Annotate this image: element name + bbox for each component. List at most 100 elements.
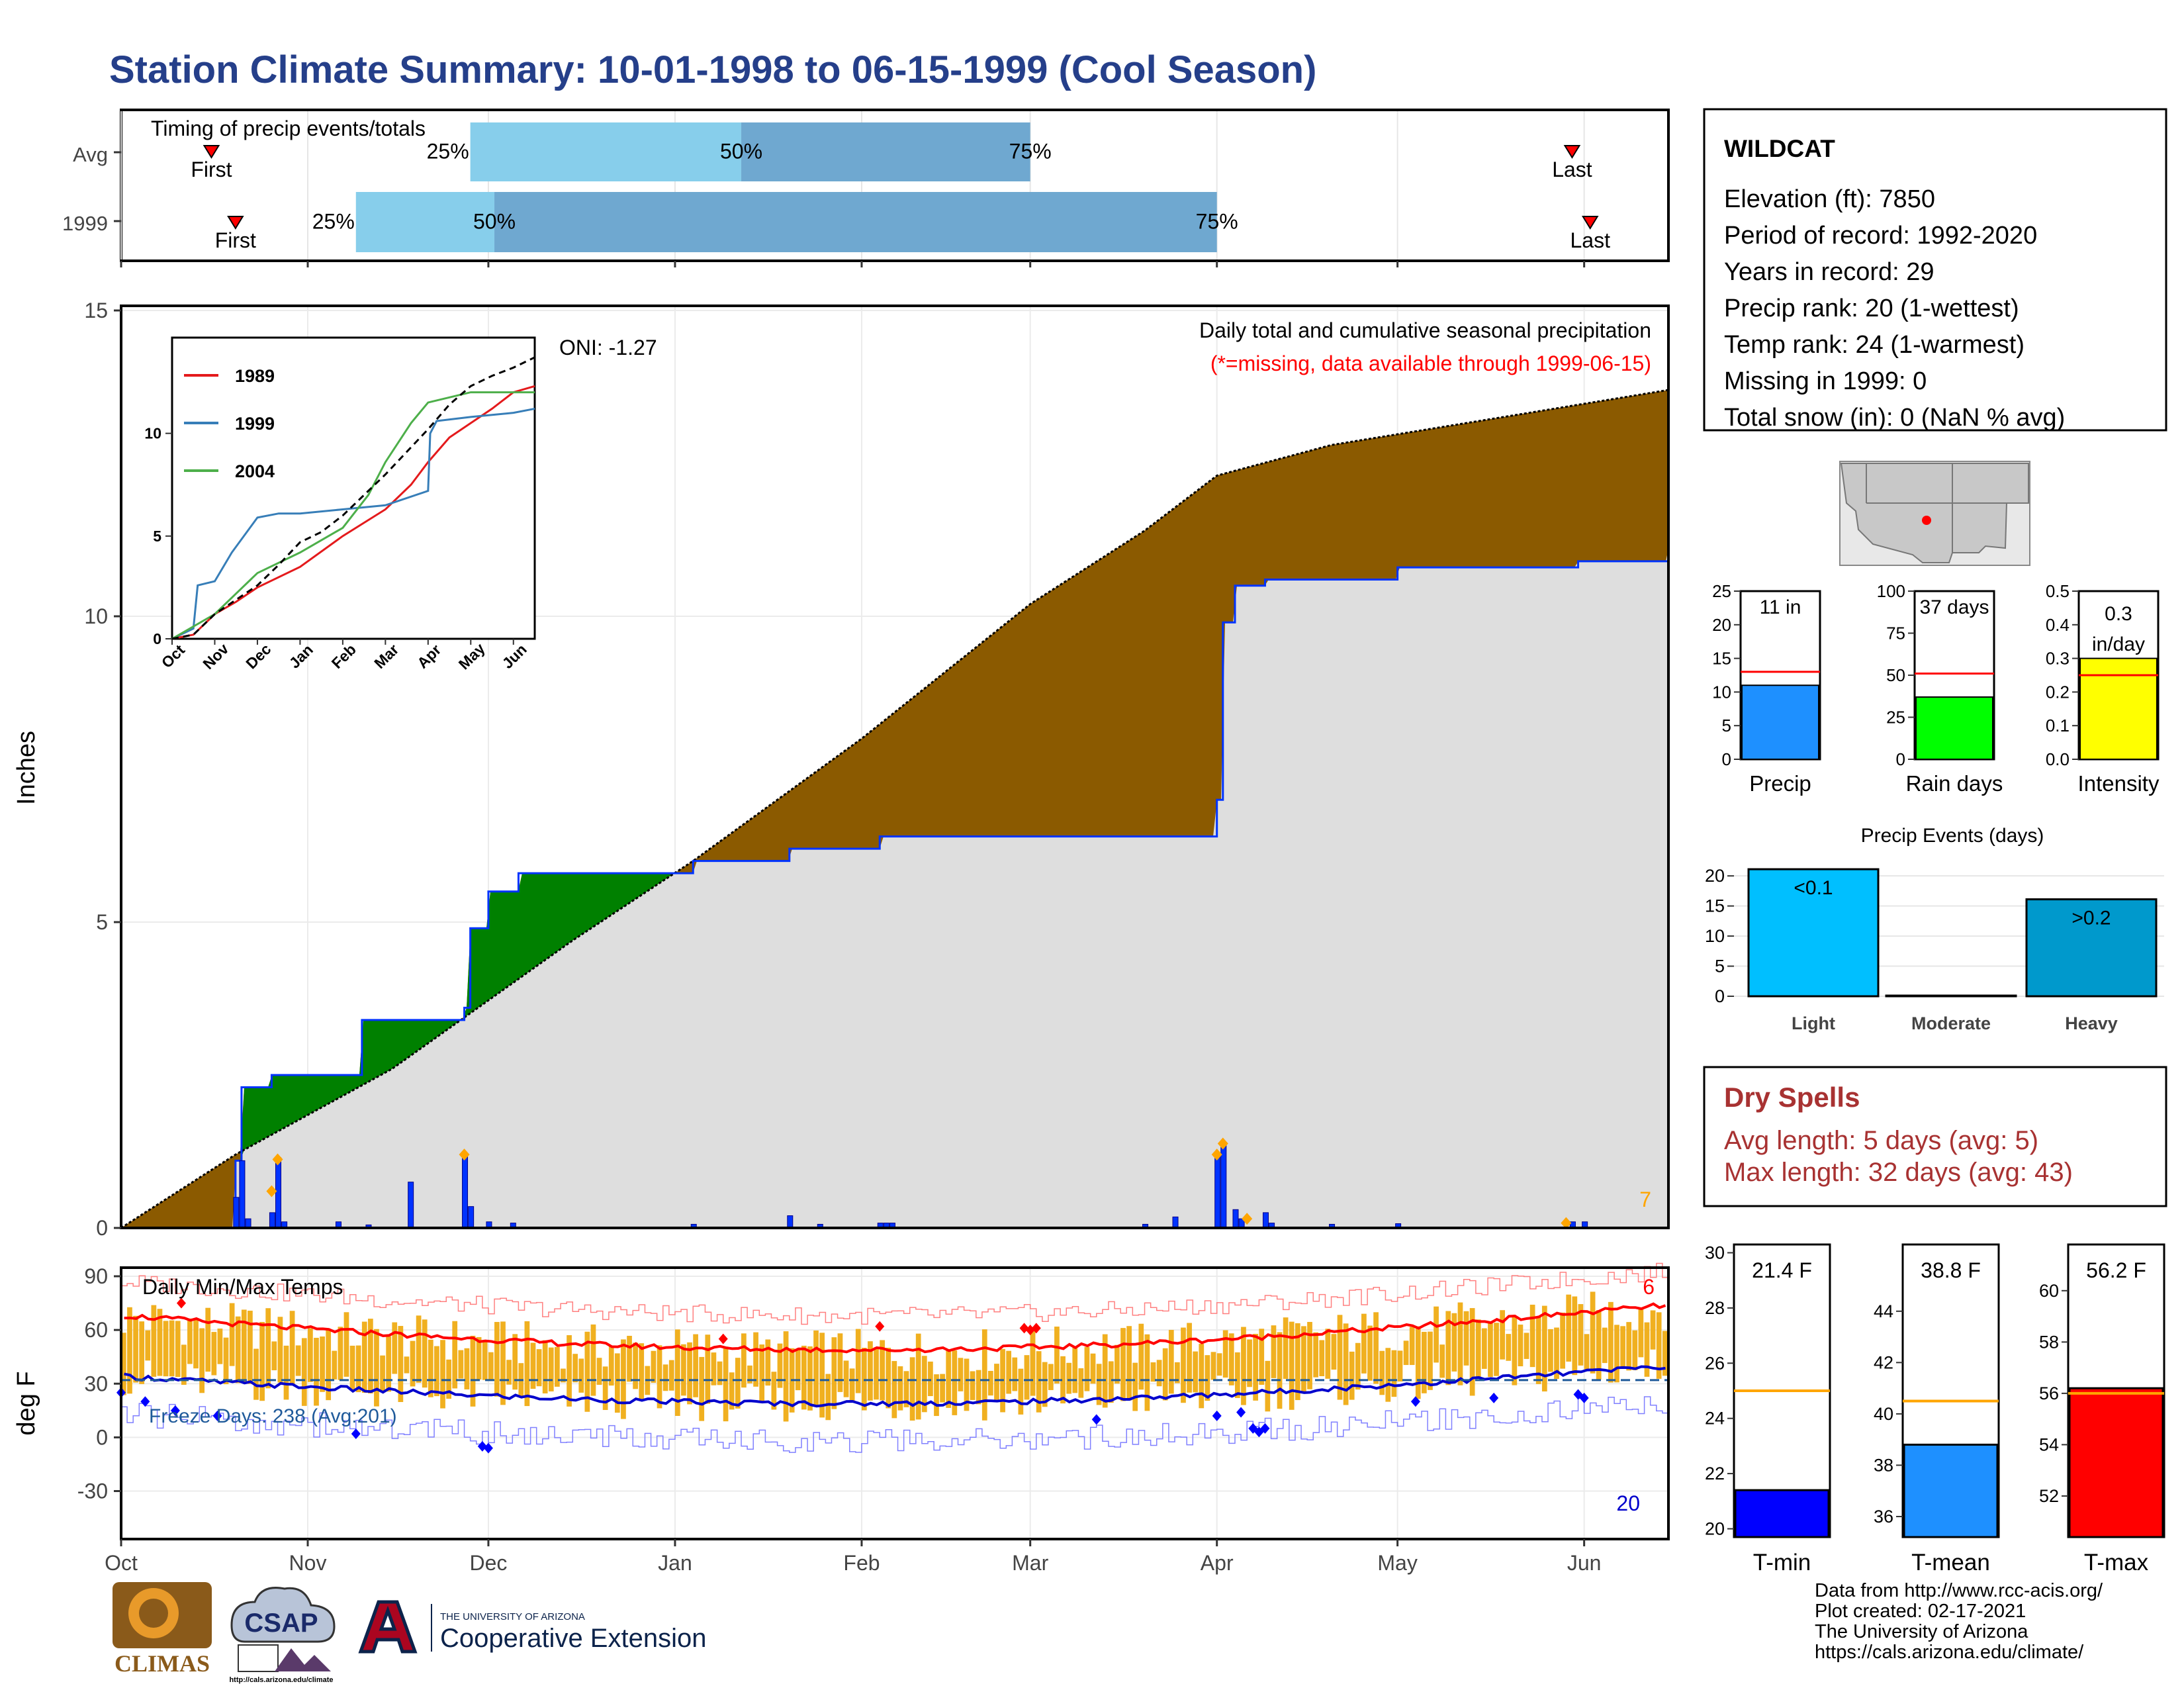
precip-title-line1: Daily total and cumulative seasonal prec… bbox=[1199, 318, 1651, 342]
daily-temp-bar bbox=[1156, 1360, 1162, 1387]
events-ytick-label: 5 bbox=[1715, 957, 1725, 976]
daily-temp-bar bbox=[1638, 1309, 1644, 1358]
daily-temp-bar bbox=[584, 1331, 590, 1412]
logo-strip: CLIMAS CSAP http://cals.arizona.edu/clim… bbox=[113, 1582, 706, 1684]
daily-temp-bar bbox=[813, 1330, 819, 1407]
daily-temp-bar bbox=[561, 1368, 566, 1383]
timing-row-avg-label: Avg bbox=[73, 143, 108, 166]
inset-frame bbox=[171, 336, 536, 640]
mini-bar-ytick-label: 0 bbox=[1722, 749, 1731, 769]
avg-min-line bbox=[124, 1365, 1666, 1408]
daily-temp-bar bbox=[1090, 1353, 1096, 1384]
daily-temp-bar bbox=[1415, 1326, 1421, 1399]
daily-precip-bar bbox=[1220, 1142, 1227, 1229]
daily-temp-bar bbox=[314, 1337, 319, 1406]
daily-temp-bar bbox=[1560, 1312, 1565, 1369]
daily-temp-bar bbox=[332, 1350, 338, 1380]
station-line: Years in record: 29 bbox=[1724, 258, 1934, 286]
quartile-bar-25-50 bbox=[470, 122, 742, 181]
daily-temp-bar bbox=[783, 1331, 789, 1422]
daily-temp-bar bbox=[187, 1318, 193, 1364]
inset-ytick-label: 10 bbox=[144, 425, 161, 442]
daily-temp-bar bbox=[843, 1360, 849, 1397]
daily-temp-bar bbox=[651, 1350, 657, 1383]
daily-temp-bar bbox=[1006, 1350, 1012, 1394]
station-line: Precip rank: 20 (1-wettest) bbox=[1724, 295, 2019, 322]
month-label: Jan bbox=[658, 1551, 692, 1575]
month-label: Mar bbox=[1012, 1551, 1048, 1575]
station-box: WILDCAT Elevation (ft): 7850 Period of r… bbox=[1703, 108, 2167, 432]
avg-max-line bbox=[124, 1302, 1666, 1354]
max-precip-marker bbox=[459, 1149, 470, 1161]
daily-temp-bar bbox=[891, 1361, 897, 1419]
daily-temp-bar bbox=[1102, 1334, 1108, 1408]
daily-temp-bar bbox=[217, 1329, 223, 1364]
daily-temp-bar bbox=[139, 1321, 145, 1384]
month-label: Dec bbox=[469, 1551, 507, 1575]
daily-temp-bar bbox=[205, 1307, 211, 1372]
daily-temp-bar bbox=[1295, 1323, 1300, 1401]
daily-temp-bar bbox=[801, 1345, 807, 1410]
climas-text: CLIMAS bbox=[114, 1650, 210, 1677]
daily-temp-bar bbox=[248, 1311, 253, 1384]
daily-temp-bar bbox=[1120, 1328, 1126, 1401]
daily-temp-bar bbox=[265, 1308, 271, 1389]
daily-temp-bar bbox=[976, 1370, 981, 1405]
timing-row-1999-label: 1999 bbox=[62, 212, 108, 235]
daily-temp-bar bbox=[464, 1348, 470, 1389]
daily-temp-bar bbox=[1162, 1348, 1168, 1401]
daily-temp-bar bbox=[1168, 1330, 1174, 1394]
quartile-25-label: 25% bbox=[312, 210, 355, 234]
temp-summary-bar bbox=[2068, 1387, 2164, 1538]
daily-temp-bar bbox=[1277, 1332, 1283, 1409]
record-low-marker bbox=[1260, 1423, 1270, 1434]
dry-avg: Avg length: 5 days (avg: 5) bbox=[1724, 1126, 2038, 1155]
daily-temp-bar bbox=[121, 1333, 126, 1395]
daily-precip-bar bbox=[269, 1212, 275, 1229]
dry-frame bbox=[1703, 1066, 2167, 1207]
daily-temp-bar bbox=[693, 1334, 698, 1397]
daily-temp-bar bbox=[1548, 1329, 1553, 1372]
daily-temp-bar bbox=[1181, 1327, 1186, 1403]
ua-a-mark bbox=[358, 1600, 418, 1654]
events-bar bbox=[2025, 898, 2158, 998]
daily-temp-bar bbox=[530, 1342, 536, 1389]
daily-temp-bar bbox=[1018, 1368, 1024, 1415]
daily-temp-bar bbox=[1078, 1368, 1084, 1398]
avg-cumulative-line bbox=[120, 389, 1669, 1229]
events-bar bbox=[1747, 868, 1880, 998]
daily-temp-bar bbox=[416, 1315, 422, 1383]
daily-temp-bar bbox=[1656, 1312, 1662, 1379]
mini-bar-value-unit: in/day bbox=[2092, 633, 2145, 655]
daily-temp-bar bbox=[1488, 1322, 1493, 1378]
daily-temp-bar bbox=[868, 1341, 873, 1401]
daily-temp-bar bbox=[422, 1319, 428, 1388]
temp-ytick-label: 0 bbox=[96, 1425, 108, 1449]
daily-temp-bar bbox=[1379, 1350, 1385, 1395]
daily-temp-bar bbox=[386, 1336, 392, 1392]
daily-temp-bar bbox=[1084, 1346, 1090, 1391]
precip-ytick-label: 15 bbox=[84, 299, 108, 322]
daily-temp-bar bbox=[1193, 1351, 1199, 1393]
daily-temp-bar bbox=[1409, 1327, 1415, 1366]
record-low-marker bbox=[1489, 1392, 1499, 1403]
csap-bars bbox=[238, 1644, 279, 1672]
mini-bar-ytick-label: 0.5 bbox=[2046, 581, 2070, 601]
mini-bar-ytick-label: 0.3 bbox=[2046, 649, 2070, 669]
daily-temp-bar bbox=[668, 1360, 674, 1391]
daily-temp-bar bbox=[699, 1356, 705, 1421]
daily-temp-bar bbox=[1355, 1342, 1361, 1390]
daily-temp-bar bbox=[343, 1312, 349, 1377]
ua-logo: THE UNIVERSITY OF ARIZONA Cooperative Ex… bbox=[358, 1600, 706, 1654]
daily-temp-bar bbox=[861, 1348, 867, 1411]
daily-temp-bar bbox=[1650, 1310, 1656, 1350]
daily-temp-bar bbox=[320, 1336, 325, 1392]
daily-temp-bar bbox=[1048, 1364, 1054, 1390]
inset-ytick-label: 5 bbox=[153, 528, 161, 545]
footer-line: Data from http://www.rcc-acis.org/ bbox=[1815, 1580, 2103, 1601]
precip-areas bbox=[120, 389, 1670, 1229]
station-line: Total snow (in): 0 (NaN % avg) bbox=[1724, 404, 2065, 432]
daily-temp-bar bbox=[735, 1358, 741, 1409]
freeze-days: Freeze Days: 238 (Avg:201) bbox=[149, 1405, 397, 1427]
record-low-marker bbox=[351, 1428, 361, 1439]
